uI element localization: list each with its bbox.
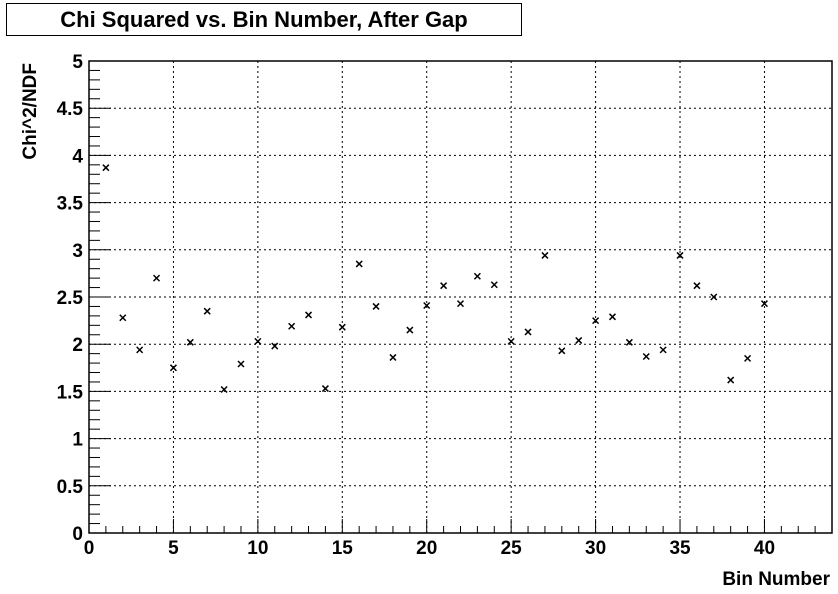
- y-tick-label: 3: [72, 241, 83, 262]
- x-tick-label: 0: [84, 538, 95, 559]
- data-point: [355, 260, 363, 268]
- y-tick-label: 5: [72, 52, 83, 73]
- data-point: [575, 336, 583, 344]
- data-point: [271, 342, 279, 350]
- data-point: [558, 347, 566, 355]
- data-point: [169, 364, 177, 372]
- x-tick-label: 30: [585, 538, 606, 559]
- x-axis-title: Bin Number: [722, 569, 830, 590]
- y-tick-label: 1: [72, 430, 83, 451]
- y-tick-label: 4: [72, 146, 83, 167]
- data-point: [744, 354, 752, 362]
- chart-title: Chi Squared vs. Bin Number, After Gap: [6, 3, 522, 36]
- data-point: [153, 274, 161, 282]
- data-point: [642, 352, 650, 361]
- data-point: [254, 337, 262, 345]
- data-point: [710, 293, 718, 301]
- data-point: [136, 346, 144, 354]
- x-tick-label: 40: [754, 538, 775, 559]
- data-point: [490, 281, 498, 289]
- data-point: [608, 313, 617, 321]
- x-tick-labels: 0 5 10 15 20 25 30 35 40: [84, 538, 775, 559]
- data-point: [304, 311, 313, 319]
- data-point: [102, 164, 110, 172]
- data-point: [288, 322, 296, 330]
- data-point: [541, 251, 549, 259]
- data-point: [220, 385, 228, 394]
- data-point: [507, 337, 515, 345]
- y-tick-label: 0: [72, 524, 83, 545]
- data-point: [372, 302, 380, 310]
- data-point: [119, 314, 127, 322]
- y-tick-label: 1.5: [57, 382, 84, 403]
- y-tick-label: 4.5: [57, 99, 84, 120]
- data-point: [524, 328, 532, 336]
- data-point: [473, 272, 481, 280]
- data-point: [321, 385, 329, 393]
- grid-lines: [89, 61, 832, 533]
- data-point: [186, 338, 194, 346]
- x-tick-label: 15: [332, 538, 354, 559]
- data-point: [338, 323, 346, 331]
- y-tick-label: 3.5: [57, 194, 84, 215]
- data-point: [389, 353, 397, 361]
- y-axis-title: Chi^2/NDF: [20, 63, 41, 160]
- data-point: [203, 307, 211, 315]
- x-tick-label: 10: [247, 538, 268, 559]
- data-point: [440, 282, 448, 290]
- data-point: [456, 300, 465, 308]
- axis-ticks: [88, 60, 833, 534]
- x-tick-label: 35: [669, 538, 691, 559]
- data-point: [237, 360, 245, 368]
- x-tick-label: 25: [501, 538, 523, 559]
- data-point: [676, 251, 684, 259]
- data-points: [102, 164, 768, 394]
- data-point: [693, 282, 701, 290]
- data-point: [423, 301, 431, 310]
- y-tick-label: 0.5: [57, 477, 84, 498]
- y-tick-labels: 0 0.5 1 1.5 2 2.5 3 3.5 4 4.5 5: [57, 52, 84, 545]
- data-point: [659, 346, 667, 354]
- data-point: [625, 338, 633, 346]
- y-tick-label: 2: [72, 335, 83, 356]
- data-point: [592, 317, 600, 325]
- data-point: [406, 326, 414, 334]
- x-tick-label: 5: [168, 538, 179, 559]
- y-tick-label: 2.5: [57, 288, 84, 309]
- data-point: [727, 376, 735, 384]
- data-point: [760, 300, 768, 308]
- x-tick-label: 20: [416, 538, 437, 559]
